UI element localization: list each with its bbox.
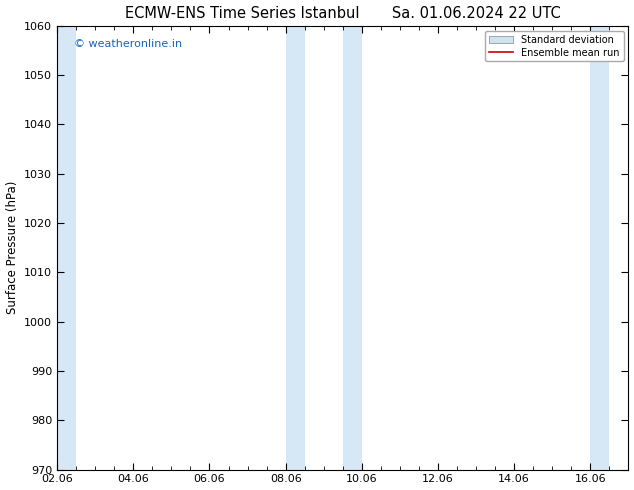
Bar (57, 26, 76, 469)
Legend: Standard deviation, Ensemble mean run: Standard deviation, Ensemble mean run (485, 31, 624, 61)
Text: © weatheronline.in: © weatheronline.in (74, 39, 183, 49)
Bar (343, 26, 362, 469)
Y-axis label: Surface Pressure (hPa): Surface Pressure (hPa) (6, 181, 18, 315)
Bar (590, 26, 609, 469)
Title: ECMW-ENS Time Series Istanbul       Sa. 01.06.2024 22 UTC: ECMW-ENS Time Series Istanbul Sa. 01.06.… (125, 5, 560, 21)
Bar (286, 26, 305, 469)
